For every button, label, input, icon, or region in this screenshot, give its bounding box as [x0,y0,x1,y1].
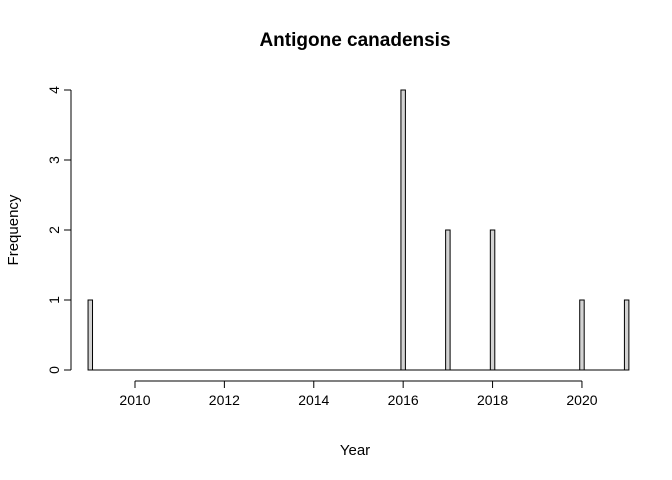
y-tick-label: 3 [46,156,62,164]
bar-2009 [87,299,94,371]
bar-2016 [400,89,406,371]
x-tick-label: 2018 [477,392,508,408]
bar-2021 [623,299,630,371]
x-tick-label: 2014 [298,392,329,408]
y-axis-label: Frequency [5,194,22,265]
bars-group [87,89,630,371]
bar-2018 [489,229,496,371]
y-tick-label: 1 [46,296,62,304]
bar-2020 [579,299,585,371]
y-tick-label: 2 [46,226,62,234]
chart-title: Antigone canadensis [259,30,450,51]
x-tick-label: 2016 [388,392,419,408]
x-axis: 2010 2012 2014 2016 2018 2020 [119,380,598,408]
bar-2017 [445,229,451,371]
y-tick-label: 4 [46,86,62,94]
x-tick-label: 2012 [209,392,240,408]
x-tick-label: 2020 [566,392,597,408]
y-tick-label: 0 [46,366,62,374]
y-axis: 0 1 2 3 4 [46,86,72,374]
x-tick-label: 2010 [119,392,150,408]
x-axis-label: Year [340,442,370,459]
